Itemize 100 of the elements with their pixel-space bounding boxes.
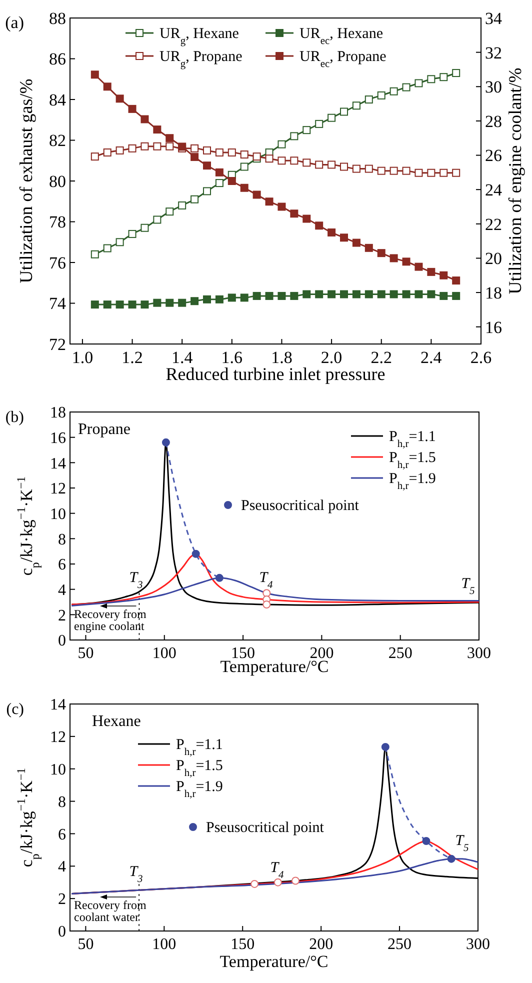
- y-tick-label: 0: [58, 924, 66, 941]
- y-tick-label: 72: [49, 334, 66, 354]
- point: [153, 142, 162, 150]
- point: [178, 298, 186, 307]
- annotation: T$_{5}$: [455, 833, 469, 854]
- point: [240, 150, 248, 159]
- point: [328, 160, 336, 169]
- y2-tick-label: 24: [485, 180, 502, 200]
- legend-label: P$_{h,r}$=1.9: [389, 471, 436, 492]
- point: [190, 195, 199, 204]
- y-tick-label: 8: [58, 794, 66, 811]
- point: [352, 238, 360, 247]
- point: [116, 300, 124, 309]
- point: [228, 294, 236, 302]
- x-tick-label: 200: [309, 936, 334, 953]
- point: [166, 142, 174, 150]
- point: [162, 438, 170, 446]
- point: [192, 550, 200, 558]
- annotation: T$_{4}$: [270, 860, 285, 880]
- point: [440, 168, 448, 177]
- point: [390, 254, 398, 262]
- x-tick-label: 2.6: [470, 348, 492, 367]
- point: [140, 115, 149, 124]
- y-tick-label: 6: [58, 826, 66, 844]
- point: [203, 162, 211, 170]
- point: [302, 214, 311, 223]
- point: [328, 114, 336, 122]
- x-tick-label: 2.4: [420, 348, 442, 367]
- point: [215, 574, 224, 582]
- x-tick-label: 300: [467, 645, 491, 662]
- point: [265, 292, 274, 300]
- x-tick-label: 1.0: [72, 348, 94, 367]
- point: [140, 224, 149, 232]
- point: [352, 164, 360, 173]
- point: [402, 258, 410, 266]
- y-tick-label: 80: [49, 172, 66, 191]
- point: [340, 162, 348, 171]
- chart-title: (c): [6, 701, 24, 718]
- point: [390, 166, 398, 175]
- point: [452, 69, 460, 78]
- point: [440, 73, 448, 82]
- point: [340, 108, 348, 116]
- point: [215, 179, 224, 188]
- point: [153, 126, 162, 134]
- y2-tick-label: 28: [485, 112, 502, 131]
- point: [190, 144, 199, 152]
- y-tick-label: 2: [58, 607, 66, 624]
- point: [103, 244, 112, 252]
- point: [128, 230, 136, 238]
- point: [128, 300, 136, 309]
- legend-label: UR$_{ec}$, Propane: [300, 49, 387, 70]
- point: [166, 134, 174, 142]
- point: [252, 190, 261, 199]
- point: [90, 250, 99, 258]
- y-tick-label: 82: [49, 131, 66, 150]
- y2-tick-label: 22: [485, 214, 502, 234]
- y-tick-label: 86: [49, 50, 66, 69]
- point: [103, 300, 112, 309]
- point: [402, 166, 410, 175]
- legend-label: P$_{h,r}$=1.5: [389, 450, 436, 470]
- y2-tick-label: 32: [485, 43, 502, 62]
- y2-tick-label: 18: [485, 283, 502, 302]
- point: [140, 142, 149, 150]
- legend-label: P$_{h,r}$=1.1: [176, 737, 223, 758]
- point: [427, 268, 436, 276]
- x-tick-label: 1.4: [171, 348, 194, 367]
- point: [240, 162, 248, 171]
- point: [90, 70, 99, 79]
- point: [278, 292, 286, 300]
- point: [203, 146, 211, 154]
- x-tick-label: 1.2: [122, 348, 143, 367]
- point: [427, 75, 436, 84]
- x-tick-label: 2.2: [370, 348, 392, 367]
- y2-axis-title: Utilization of engine coolant/%: [505, 68, 525, 294]
- y2-tick-label: 20: [485, 249, 502, 268]
- point: [315, 222, 324, 230]
- point: [377, 290, 386, 298]
- legend-label: UR$_{g}$, Propane: [160, 49, 243, 70]
- point: [402, 83, 410, 92]
- y-tick-label: 2: [58, 891, 66, 908]
- annotation: T$_{3}$: [129, 570, 143, 590]
- point: [390, 290, 398, 298]
- point: [128, 104, 136, 113]
- point: [377, 91, 386, 100]
- y-tick-label: 4: [58, 858, 66, 876]
- point: [377, 249, 386, 258]
- point: [290, 132, 298, 140]
- point: [381, 742, 390, 751]
- y-tick-label: 4: [58, 582, 66, 599]
- point: [265, 154, 274, 163]
- x-tick-label: 300: [466, 936, 490, 953]
- point: [215, 295, 224, 304]
- point: [103, 148, 112, 156]
- y-axis-title: Utilization of exhaust gas/%: [16, 78, 36, 284]
- point: [440, 292, 448, 300]
- point: [302, 290, 311, 298]
- y-tick-label: 84: [49, 90, 66, 110]
- point: [274, 878, 282, 886]
- annotation: T$_{4}$: [259, 570, 274, 590]
- point: [390, 87, 398, 96]
